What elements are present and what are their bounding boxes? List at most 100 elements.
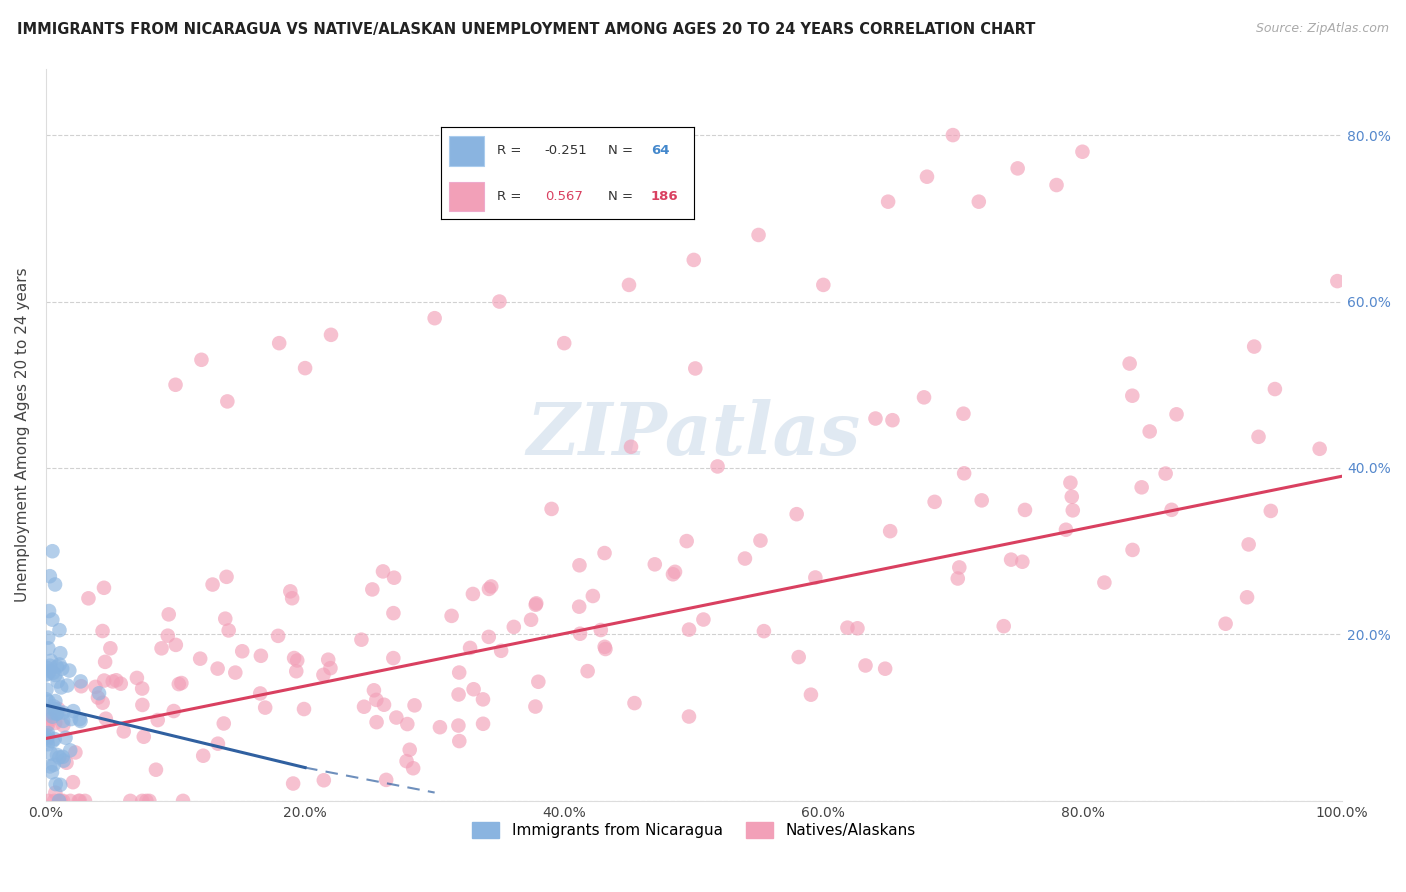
Point	[620, 440, 643, 454]
Point	[157, 607, 180, 622]
Point	[1000, 552, 1022, 566]
Point	[478, 582, 501, 596]
Point	[623, 696, 645, 710]
Point	[105, 673, 128, 688]
Point	[472, 692, 495, 706]
Point	[46, 660, 69, 674]
Point	[813, 277, 835, 292]
Point	[62, 704, 84, 718]
Point	[73, 794, 96, 808]
Point	[65, 746, 87, 760]
Point	[447, 688, 470, 702]
Point	[87, 686, 110, 700]
Point	[423, 311, 446, 326]
Point	[749, 533, 772, 548]
Point	[110, 676, 132, 690]
Point	[1045, 178, 1067, 192]
Point	[44, 715, 66, 730]
Point	[488, 294, 510, 309]
Point	[163, 704, 186, 718]
Point	[37, 726, 59, 740]
Point	[1215, 616, 1237, 631]
Point	[52, 750, 75, 764]
Point	[804, 570, 827, 584]
Point	[38, 694, 60, 708]
Point	[48, 657, 70, 672]
Point	[49, 646, 72, 660]
Point	[138, 794, 160, 808]
Point	[527, 674, 550, 689]
Point	[91, 624, 114, 638]
Point	[1014, 503, 1036, 517]
Point	[382, 606, 405, 620]
Point	[42, 665, 65, 680]
Point	[44, 694, 66, 708]
Point	[1121, 389, 1143, 403]
Point	[125, 671, 148, 685]
Point	[69, 674, 91, 689]
Point	[502, 620, 524, 634]
Point	[924, 495, 946, 509]
Point	[472, 716, 495, 731]
Point	[449, 734, 471, 748]
Point	[59, 794, 82, 808]
Point	[319, 327, 342, 342]
Point	[37, 666, 59, 681]
Point	[48, 794, 70, 808]
Point	[165, 377, 187, 392]
Point	[67, 794, 90, 808]
Point	[93, 581, 115, 595]
Point	[188, 651, 211, 665]
Point	[38, 604, 60, 618]
Point	[44, 732, 66, 747]
Point	[217, 394, 239, 409]
Point	[39, 747, 62, 761]
Point	[44, 702, 66, 716]
Y-axis label: Unemployment Among Ages 20 to 24 years: Unemployment Among Ages 20 to 24 years	[15, 268, 30, 602]
Point	[948, 560, 970, 574]
Point	[42, 699, 65, 714]
Point	[41, 765, 63, 780]
Point	[156, 629, 179, 643]
Point	[875, 662, 897, 676]
Point	[146, 713, 169, 727]
Point	[952, 407, 974, 421]
Point	[1154, 467, 1177, 481]
Point	[366, 715, 388, 730]
Point	[1243, 340, 1265, 354]
Point	[385, 710, 408, 724]
Point	[46, 674, 69, 689]
Point	[912, 390, 935, 404]
Point	[404, 698, 426, 713]
Point	[363, 683, 385, 698]
Point	[170, 676, 193, 690]
Point	[218, 624, 240, 638]
Point	[568, 599, 591, 614]
Point	[254, 700, 277, 714]
Point	[589, 623, 612, 637]
Point	[682, 252, 704, 267]
Point	[87, 690, 110, 705]
Point	[593, 640, 616, 654]
Point	[120, 794, 142, 808]
Point	[37, 631, 59, 645]
Point	[398, 743, 420, 757]
Point	[1118, 357, 1140, 371]
Point	[1139, 425, 1161, 439]
Point	[249, 686, 271, 700]
Point	[44, 786, 66, 800]
Point	[41, 734, 63, 748]
Point	[877, 194, 900, 209]
Point	[59, 743, 82, 757]
Point	[879, 524, 901, 538]
Point	[69, 712, 91, 726]
Point	[51, 662, 73, 676]
Text: IMMIGRANTS FROM NICARAGUA VS NATIVE/ALASKAN UNEMPLOYMENT AMONG AGES 20 TO 24 YEA: IMMIGRANTS FROM NICARAGUA VS NATIVE/ALAS…	[17, 22, 1035, 37]
Point	[131, 698, 153, 712]
Point	[382, 651, 405, 665]
Point	[1166, 407, 1188, 421]
Point	[69, 794, 91, 808]
Point	[131, 794, 153, 808]
Point	[42, 702, 65, 716]
Point	[55, 731, 77, 745]
